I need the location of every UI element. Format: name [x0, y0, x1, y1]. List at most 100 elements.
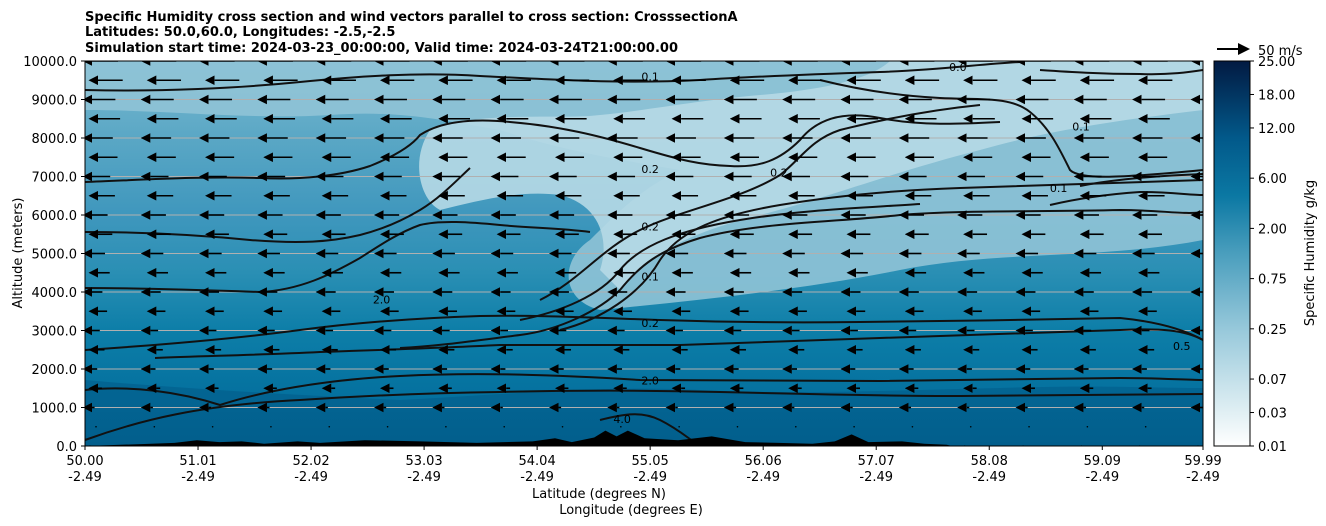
- colorbar-gradient: [1213, 60, 1251, 447]
- contour-label: 0.2: [770, 167, 788, 180]
- contour-label: 0.5: [1173, 340, 1191, 353]
- colorbar-tick-label: 18.00: [1258, 88, 1295, 103]
- colorbar-tick-label: 12.00: [1258, 122, 1295, 137]
- x-tick-label-lon: -2.49: [407, 470, 441, 485]
- wind-key: 50 m/s: [1217, 43, 1303, 59]
- y-tick-label: 0.0: [56, 440, 77, 455]
- x-axis-label-latitude: Latitude (degrees N): [532, 487, 666, 502]
- contour-label: 0.2: [641, 163, 659, 176]
- contour-line: [559, 179, 1203, 331]
- x-axis-label-longitude: Longitude (degrees E): [559, 503, 703, 518]
- wind-vector: [969, 425, 972, 428]
- wind-vector: [678, 425, 680, 428]
- y-tick-label: 10000.0: [23, 55, 77, 70]
- contour-line: [85, 373, 1203, 407]
- x-axis: 50.00-2.4951.01-2.4952.02-2.4953.03-2.49…: [66, 446, 1222, 485]
- contour-label: 0.1: [641, 271, 659, 284]
- contour-line: [85, 167, 471, 244]
- contour-label: 2.0: [373, 294, 391, 307]
- y-axis-label: Altitude (meters): [11, 198, 26, 309]
- contour-line: [85, 314, 1203, 351]
- x-tick-label-lat: 57.07: [858, 454, 895, 469]
- y-tick-label: 2000.0: [32, 363, 78, 378]
- title-line-3: Simulation start time: 2024-03-23_00:00:…: [85, 41, 678, 56]
- wind-vector: [853, 425, 855, 428]
- contour-line: [85, 114, 1001, 183]
- wind-vector: [153, 425, 156, 428]
- wind-vector: [561, 425, 564, 428]
- colorbar-tick-label: 0.07: [1258, 373, 1287, 388]
- colorbar-tick-label: 2.00: [1258, 222, 1287, 237]
- x-tick-label-lat: 56.06: [745, 454, 782, 469]
- wind-vector: [1144, 425, 1147, 428]
- colorbar-tick-label: 0.03: [1258, 407, 1287, 422]
- x-tick-label-lat: 50.00: [66, 454, 103, 469]
- y-axis: 0.0 1000.0 2000.0 3000.0 4000.0 5000.0 6000.0 7…: [23, 55, 85, 455]
- wind-vector: [1086, 425, 1089, 428]
- contour-label: 0.1: [1050, 182, 1068, 195]
- wind-vector: [211, 425, 214, 428]
- colorbar-tick-label: 25.00: [1258, 55, 1295, 70]
- y-tick-label: 4000.0: [32, 286, 78, 301]
- x-tick-label-lon: -2.49: [294, 470, 328, 485]
- y-tick-label: 1000.0: [32, 402, 78, 417]
- wind-vector: [270, 425, 272, 428]
- wind-vectors: [85, 61, 1203, 446]
- contour-label: 0.2: [641, 221, 659, 234]
- wind-vector: [386, 425, 389, 428]
- contour-label: 0.2: [641, 317, 659, 330]
- y-tick-label: 7000.0: [32, 171, 78, 186]
- x-tick-label-lon: -2.49: [633, 470, 667, 485]
- y-tick-label: 9000.0: [32, 94, 78, 109]
- title-line-1: Specific Humidity cross section and wind…: [85, 10, 738, 25]
- colorbar-ticks: 0.01 0.03 0.07 0.25 0.75 2.00 6.00 12.00 18.00 25…: [1250, 55, 1295, 455]
- x-tick-label-lon: -2.49: [520, 470, 554, 485]
- y-tick-label: 5000.0: [32, 248, 78, 263]
- y-tick-label: 8000.0: [32, 132, 78, 147]
- contour-label: 0.1: [1072, 120, 1090, 133]
- x-tick-label-lat: 59.99: [1184, 454, 1221, 469]
- colorbar-tick-label: 0.75: [1258, 273, 1287, 288]
- x-tick-label-lon: -2.49: [1085, 470, 1119, 485]
- contour-label: 2.0: [641, 375, 659, 388]
- contour-label: 0.1: [641, 70, 659, 83]
- x-tick-label-lon: -2.49: [746, 470, 780, 485]
- wind-vector: [328, 425, 331, 428]
- colorbar-label: Specific Humidity g/kg: [1303, 180, 1318, 326]
- contour-line: [1039, 69, 1203, 76]
- x-tick-label-lon: -2.49: [972, 470, 1006, 485]
- wind-key-label: 50 m/s: [1258, 44, 1303, 59]
- x-tick-label-lon: -2.49: [1186, 470, 1220, 485]
- wind-vector: [503, 425, 506, 428]
- x-tick-label-lon: -2.49: [859, 470, 893, 485]
- wind-vector: [445, 425, 447, 428]
- wind-vector: [1028, 425, 1030, 428]
- wind-vector: [736, 425, 739, 428]
- contour-labels: 0.1 0.2 0.2 0.1 0.2 2.0 2.0 0.2 0.1 0.1 0.5 4.0 0.0: [373, 61, 1191, 426]
- colorbar-tick-label: 6.00: [1258, 172, 1287, 187]
- colorbar-tick-label: 0.01: [1258, 440, 1287, 455]
- contour-label: 0.0: [949, 61, 967, 74]
- colorbar-tick-label: 0.25: [1258, 323, 1287, 338]
- x-tick-label-lat: 51.01: [179, 454, 216, 469]
- x-tick-label-lon: -2.49: [68, 470, 102, 485]
- terrain-silhouette: [85, 430, 953, 446]
- x-tick-label-lat: 53.03: [405, 454, 442, 469]
- contour-label: 4.0: [613, 413, 631, 426]
- x-tick-label-lat: 52.02: [292, 454, 329, 469]
- contour-line: [85, 389, 1203, 441]
- plot-area: [85, 61, 1203, 446]
- y-tick-label: 3000.0: [32, 325, 78, 340]
- wind-vector: [620, 425, 622, 428]
- title-line-2: Latitudes: 50.0,60.0, Longitudes: -2.5,-…: [85, 25, 395, 40]
- wind-vector: [911, 425, 914, 428]
- chart-title: Specific Humidity cross section and wind…: [85, 10, 738, 56]
- contour-line: [539, 104, 981, 301]
- x-tick-label-lat: 55.05: [632, 454, 669, 469]
- wind-vector: [95, 425, 97, 428]
- x-tick-label-lat: 54.04: [519, 454, 556, 469]
- x-tick-label-lon: -2.49: [181, 470, 215, 485]
- x-tick-label-lat: 59.09: [1084, 454, 1121, 469]
- wind-vector: [794, 425, 797, 428]
